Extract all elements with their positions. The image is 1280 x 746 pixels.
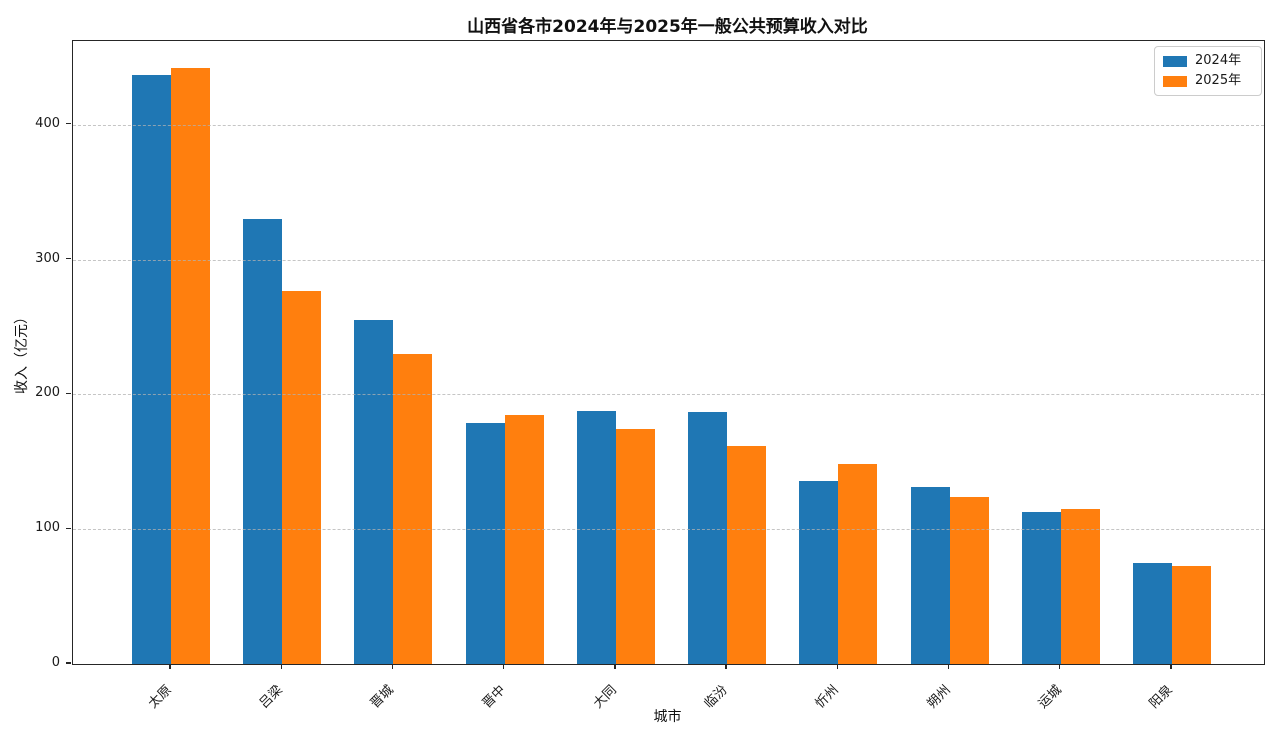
xtick-mark-linfen: [725, 664, 727, 670]
ytick-label-400: 400: [35, 115, 60, 131]
y-axis-label: 收入（亿元）: [14, 310, 30, 394]
legend-swatch-2024: [1163, 55, 1187, 67]
plot-area: 2024年 2025年: [72, 40, 1265, 665]
legend-swatch-2025: [1163, 75, 1187, 87]
bar-2025-lvliang: [282, 290, 322, 664]
xtick-mark-lvliang: [280, 664, 282, 670]
xtick-mark-yuncheng: [1059, 664, 1061, 670]
gridline-y-400: [73, 124, 1264, 126]
legend: 2024年 2025年: [1154, 46, 1262, 96]
xtick-mark-xinzhou: [836, 664, 838, 670]
bar-2024-jincheng: [354, 320, 394, 664]
bar-2025-jincheng: [393, 353, 433, 664]
ytick-mark-200: [66, 392, 71, 394]
legend-item-2024: 2024年: [1163, 54, 1251, 68]
bar-2025-datong: [615, 429, 655, 664]
ytick-mark-300: [66, 257, 71, 260]
ytick-mark-400: [66, 122, 71, 125]
bar-2024-yangquan: [1132, 562, 1172, 664]
xtick-mark-jinzhong: [503, 664, 505, 670]
ytick-label-0: 0: [51, 655, 60, 670]
xtick-mark-jincheng: [391, 664, 394, 670]
bar-2024-yuncheng: [1021, 511, 1061, 664]
legend-label-2025: 2025年: [1195, 73, 1242, 88]
bar-2025-shuozhou: [949, 496, 989, 664]
bar-2024-lvliang: [243, 219, 283, 664]
bar-2025-xinzhou: [838, 464, 878, 664]
bar-2024-taiyuan: [132, 74, 171, 664]
bar-2025-linfen: [727, 445, 767, 664]
legend-item-2025: 2025年: [1163, 74, 1251, 88]
chart-title: 山西省各市2024年与2025年一般公共预算收入对比: [467, 17, 868, 37]
bar-2024-xinzhou: [799, 480, 839, 664]
xtick-mark-shuozhou: [947, 664, 950, 670]
bar-2024-datong: [576, 410, 616, 664]
legend-label-2024: 2024年: [1195, 53, 1242, 68]
bar-2025-taiyuan: [171, 68, 210, 664]
xtick-mark-yangquan: [1170, 664, 1172, 670]
bar-2024-shuozhou: [910, 487, 950, 664]
xtick-mark-taiyuan: [169, 664, 171, 670]
ytick-label-300: 300: [35, 250, 60, 266]
xtick-mark-datong: [614, 664, 616, 670]
ytick-mark-100: [66, 527, 71, 529]
bar-2024-jinzhong: [465, 422, 505, 664]
bar-2025-jinzhong: [504, 414, 544, 664]
ytick-label-200: 200: [35, 385, 60, 401]
bar-2024-linfen: [688, 411, 728, 664]
bar-2025-yangquan: [1171, 565, 1211, 664]
ytick-mark-0: [66, 662, 71, 664]
x-axis-label: 城市: [653, 709, 682, 725]
bar-2025-yuncheng: [1060, 508, 1100, 664]
ytick-label-100: 100: [35, 520, 60, 536]
